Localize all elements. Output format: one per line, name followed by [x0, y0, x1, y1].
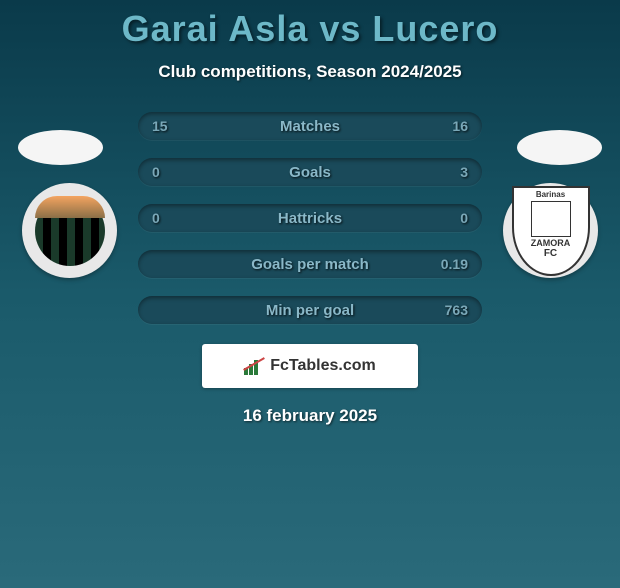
stat-row-goals-per-match: Goals per match 0.19 [138, 250, 482, 278]
stat-row-matches: 15 Matches 16 [138, 112, 482, 140]
chart-icon [244, 357, 264, 375]
stat-row-min-per-goal: Min per goal 763 [138, 296, 482, 324]
crest-top-text: Barinas [536, 190, 565, 199]
footer-brand-text: FcTables.com [270, 357, 376, 375]
club-crest-left [35, 196, 105, 266]
stats-container: 15 Matches 16 0 Goals 3 0 Hattricks 0 Go… [138, 112, 482, 324]
stat-value-right: 0 [460, 210, 468, 226]
page-title: Garai Asla vs Lucero [0, 8, 620, 50]
stat-label: Min per goal [266, 302, 354, 319]
stat-value-right: 763 [445, 302, 468, 318]
club-badge-right: Barinas ZAMORA FC [503, 183, 598, 278]
stat-value-left: 0 [152, 210, 160, 226]
stat-value-right: 3 [460, 164, 468, 180]
stat-value-right: 0.19 [441, 256, 468, 272]
page-subtitle: Club competitions, Season 2024/2025 [0, 62, 620, 82]
stat-label: Hattricks [278, 210, 342, 227]
stat-value-left: 15 [152, 118, 168, 134]
stat-value-left: 0 [152, 164, 160, 180]
club-badge-left [22, 183, 117, 278]
stat-label: Goals [289, 164, 331, 181]
player-avatar-right [517, 130, 602, 165]
stat-label: Matches [280, 118, 340, 135]
crest-icon [531, 201, 571, 237]
stat-row-hattricks: 0 Hattricks 0 [138, 204, 482, 232]
stat-value-right: 16 [452, 118, 468, 134]
player-avatar-left [18, 130, 103, 165]
footer-date: 16 february 2025 [0, 406, 620, 426]
stat-row-goals: 0 Goals 3 [138, 158, 482, 186]
crest-bottom-text: FC [544, 248, 557, 259]
crest-mid-text: ZAMORA [531, 238, 571, 248]
club-crest-right: Barinas ZAMORA FC [512, 186, 590, 276]
stat-label: Goals per match [251, 256, 369, 273]
footer-brand-box: FcTables.com [202, 344, 418, 388]
